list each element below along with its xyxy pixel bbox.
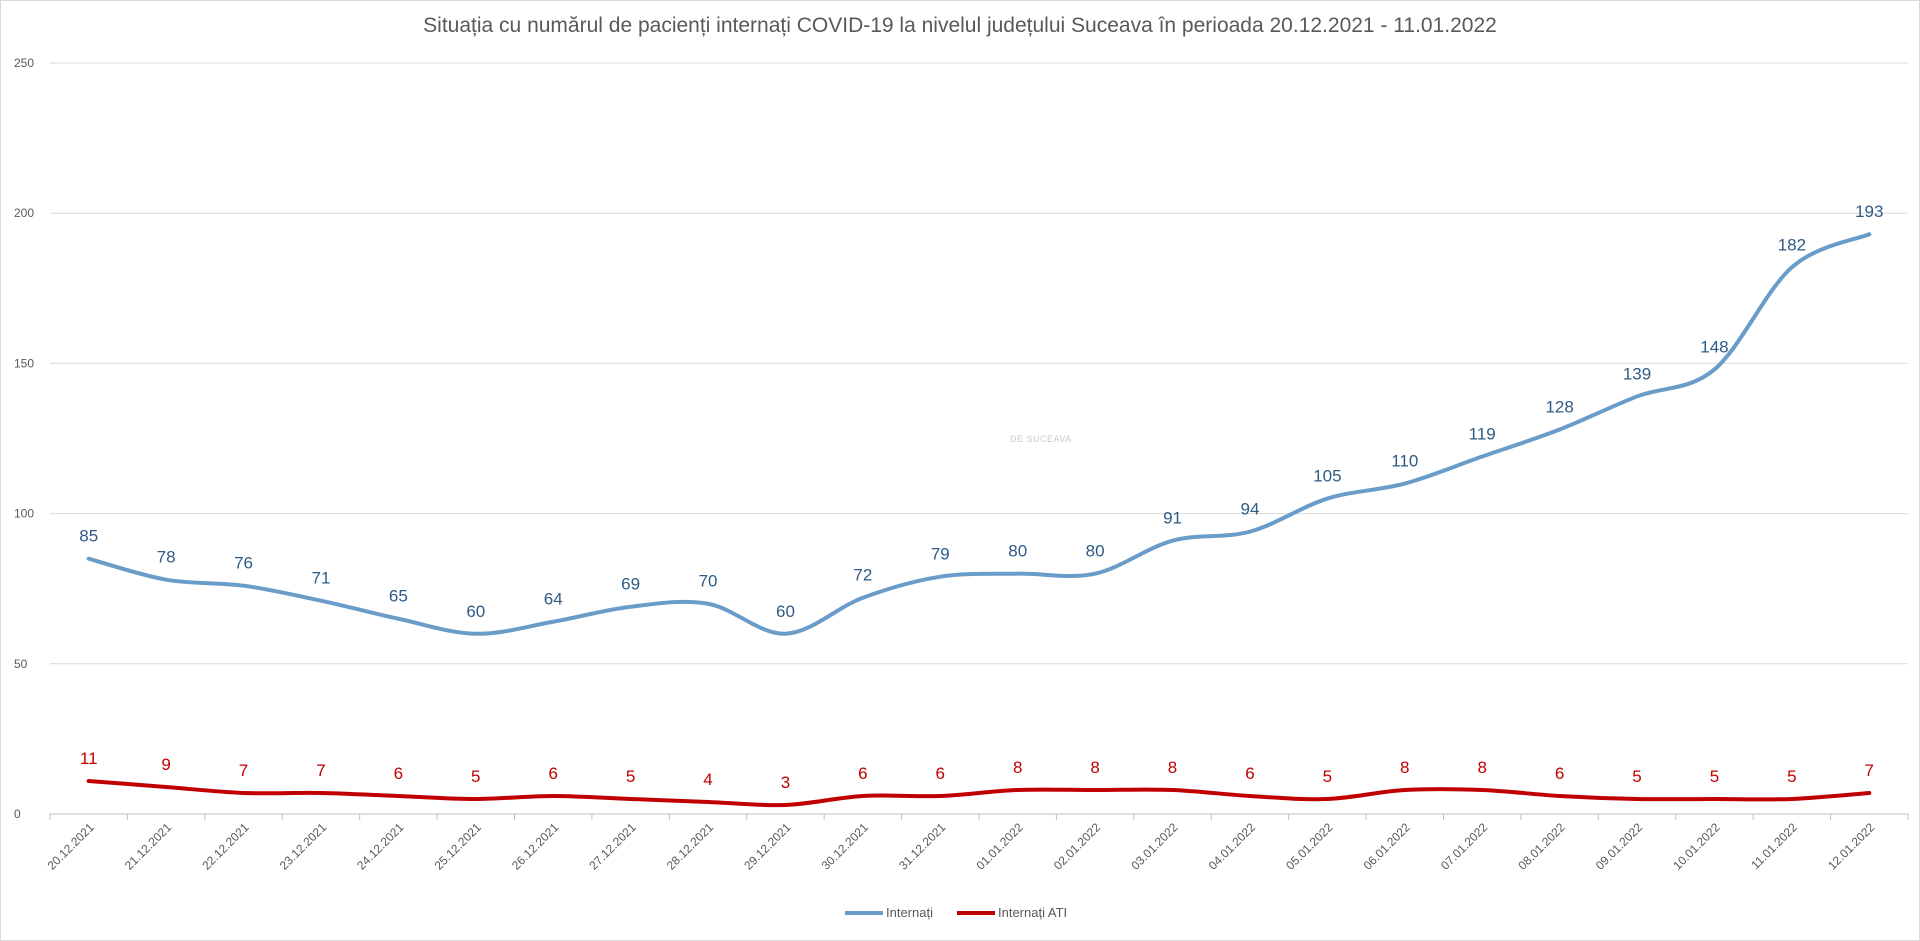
data-label-internati-ati: 8 (1013, 758, 1022, 777)
chart-title: Situația cu numărul de pacienți internaț… (423, 14, 1497, 37)
legend-item-internati: Internați (845, 905, 933, 920)
data-label-internati: 65 (389, 587, 408, 606)
x-tick-label: 03.01.2022 (1128, 820, 1181, 873)
x-tick-label: 07.01.2022 (1438, 820, 1491, 873)
y-tick-label-250: 250 (14, 56, 34, 70)
x-tick-label: 30.12.2021 (819, 820, 872, 873)
x-tick-label: 24.12.2021 (354, 820, 407, 873)
data-label-internati: 139 (1623, 364, 1651, 383)
y-tick-label-50: 50 (14, 657, 28, 671)
x-tick-label: 27.12.2021 (586, 820, 639, 873)
x-tick-label: 02.01.2022 (1051, 820, 1104, 873)
series-line-internati-ati (86, 778, 1872, 808)
x-tick-label: 22.12.2021 (199, 820, 252, 873)
data-label-internati: 80 (1086, 542, 1105, 561)
data-label-internati-ati: 5 (1710, 767, 1719, 786)
y-tick-label-150: 150 (14, 356, 34, 370)
x-tick-label: 31.12.2021 (896, 820, 949, 873)
x-tick-label: 21.12.2021 (122, 820, 175, 873)
x-tick-label: 06.01.2022 (1361, 820, 1414, 873)
data-label-internati: 148 (1700, 337, 1728, 356)
data-label-internati-ati: 11 (80, 749, 98, 768)
x-tick-label: 01.01.2022 (973, 820, 1026, 873)
x-tick-label: 11.01.2022 (1748, 820, 1800, 872)
data-label-internati: 70 (699, 572, 718, 591)
data-label-internati: 69 (621, 575, 640, 594)
data-label-internati: 60 (466, 602, 485, 621)
data-label-internati-ati: 5 (471, 767, 480, 786)
data-label-internati: 80 (1008, 542, 1027, 561)
x-tick-label: 04.01.2022 (1206, 820, 1259, 873)
data-label-internati-ati: 6 (394, 764, 403, 783)
legend-label-internati-ati: Internați ATI (998, 905, 1068, 920)
legend-label-internati: Internați (886, 905, 933, 920)
data-label-internati: 182 (1778, 235, 1806, 254)
legend-swatch-internati-ati (957, 910, 995, 915)
x-tick-label: 23.12.2021 (277, 820, 330, 873)
data-label-internati: 119 (1469, 425, 1496, 444)
data-label-internati-ati: 7 (1865, 761, 1874, 780)
data-label-internati-ati: 6 (1245, 764, 1254, 783)
x-tick-label: 28.12.2021 (664, 820, 717, 873)
data-label-internati-ati: 6 (1555, 764, 1564, 783)
x-tick-label: 25.12.2021 (432, 820, 485, 873)
data-label-internati-ati: 4 (703, 770, 712, 789)
x-tick-label: 09.01.2022 (1593, 820, 1646, 873)
data-label-internati: 72 (853, 566, 872, 585)
legend-item-internati-ati: Internați ATI (957, 905, 1067, 920)
data-label-internati: 76 (234, 554, 253, 573)
data-label-internati-ati: 6 (858, 764, 867, 783)
legend-swatch-internati (845, 910, 883, 915)
data-label-internati: 79 (931, 545, 950, 564)
y-tick-label-100: 100 (14, 507, 34, 521)
x-tick-label: 08.01.2022 (1515, 820, 1568, 873)
x-tick-label: 12.01.2022 (1825, 820, 1878, 873)
data-label-internati: 60 (776, 602, 795, 621)
data-label-internati-ati: 8 (1168, 758, 1177, 777)
data-label-internati-ati: 5 (1787, 767, 1796, 786)
data-label-internati: 193 (1855, 202, 1883, 221)
x-tick-label: 26.12.2021 (509, 820, 562, 873)
data-label-internati-ati: 5 (1632, 767, 1641, 786)
data-label-internati: 128 (1545, 397, 1573, 416)
data-label-internati: 105 (1313, 467, 1341, 486)
x-tick-label: 05.01.2022 (1283, 820, 1336, 873)
data-label-internati: 91 (1163, 509, 1182, 528)
data-label-internati: 110 (1391, 452, 1418, 471)
watermark: DE SUCEAVA (1010, 434, 1072, 444)
y-tick-label-200: 200 (14, 206, 34, 220)
data-label-internati-ati: 6 (548, 764, 557, 783)
data-label-internati: 64 (544, 590, 563, 609)
x-tick-label: 20.12.2021 (44, 820, 97, 873)
data-label-internati-ati: 8 (1090, 758, 1099, 777)
series-line-internati (86, 232, 1872, 636)
x-tick-label: 10.01.2022 (1670, 820, 1723, 873)
data-label-internati-ati: 5 (626, 767, 635, 786)
data-label-internati: 85 (79, 527, 98, 546)
data-label-internati: 94 (1240, 500, 1259, 519)
data-label-internati-ati: 9 (161, 755, 170, 774)
y-tick-label-0: 0 (14, 807, 21, 821)
x-tick-label: 29.12.2021 (741, 820, 794, 873)
data-label-internati-ati: 8 (1477, 758, 1486, 777)
data-label-internati: 71 (311, 569, 330, 588)
data-label-internati-ati: 7 (316, 761, 325, 780)
data-label-internati: 78 (157, 548, 176, 567)
data-label-internati-ati: 7 (239, 761, 248, 780)
data-label-internati-ati: 6 (936, 764, 945, 783)
data-label-internati-ati: 3 (781, 773, 790, 792)
data-label-internati-ati: 5 (1323, 767, 1332, 786)
data-label-internati-ati: 8 (1400, 758, 1409, 777)
